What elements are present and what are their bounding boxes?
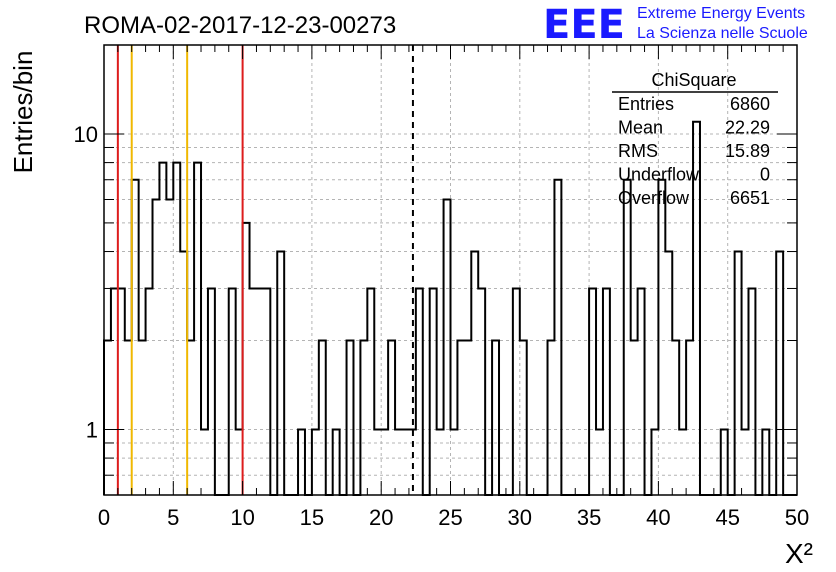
x-tick-label: 50 bbox=[785, 505, 809, 530]
stats-value: 15.89 bbox=[725, 141, 770, 161]
stats-value: 22.29 bbox=[725, 118, 770, 138]
stats-label: RMS bbox=[618, 141, 658, 161]
x-tick-label: 45 bbox=[715, 505, 739, 530]
chart-title: ROMA-02-2017-12-23-00273 bbox=[84, 12, 396, 39]
y-axis-label: Entries/bin bbox=[8, 51, 38, 174]
x-tick-label: 5 bbox=[167, 505, 179, 530]
stats-label: Overflow bbox=[618, 188, 690, 208]
x-tick-label: 35 bbox=[577, 505, 601, 530]
stats-label: Underflow bbox=[618, 165, 700, 185]
x-tick-label: 25 bbox=[438, 505, 462, 530]
x-tick-label: 20 bbox=[369, 505, 393, 530]
axis-ticks: 0 5 10 15 20 25 30 35 40 45 50 1 10 bbox=[74, 44, 809, 530]
stats-value: 6860 bbox=[730, 94, 770, 114]
logo-line-1: Extreme Energy Events bbox=[637, 5, 805, 22]
x-tick-label: 15 bbox=[300, 505, 324, 530]
x-tick-label: 10 bbox=[230, 505, 254, 530]
logo-line-2: La Scienza nelle Scuole bbox=[637, 25, 808, 42]
stats-value: 6651 bbox=[730, 188, 770, 208]
stats-title: ChiSquare bbox=[651, 70, 736, 90]
y-tick-label: 10 bbox=[74, 122, 98, 147]
stats-label: Entries bbox=[618, 94, 674, 114]
x-axis-label: X² bbox=[785, 538, 813, 569]
x-tick-label: 0 bbox=[98, 505, 110, 530]
x-tick-label: 40 bbox=[646, 505, 670, 530]
stats-value: 0 bbox=[760, 165, 770, 185]
eee-logo: EEE Extreme Energy Events La Scienza nel… bbox=[543, 2, 808, 48]
x-tick-label: 30 bbox=[508, 505, 532, 530]
histogram-outline bbox=[103, 120, 797, 496]
y-tick-label: 1 bbox=[86, 417, 98, 442]
stats-box: ChiSquare Entries 6860 Mean 22.29 RMS 15.89 Un… bbox=[612, 70, 778, 208]
stats-label: Mean bbox=[618, 118, 663, 138]
marker-lines bbox=[116, 45, 414, 495]
eee-logo-mark: EEE bbox=[543, 2, 625, 48]
